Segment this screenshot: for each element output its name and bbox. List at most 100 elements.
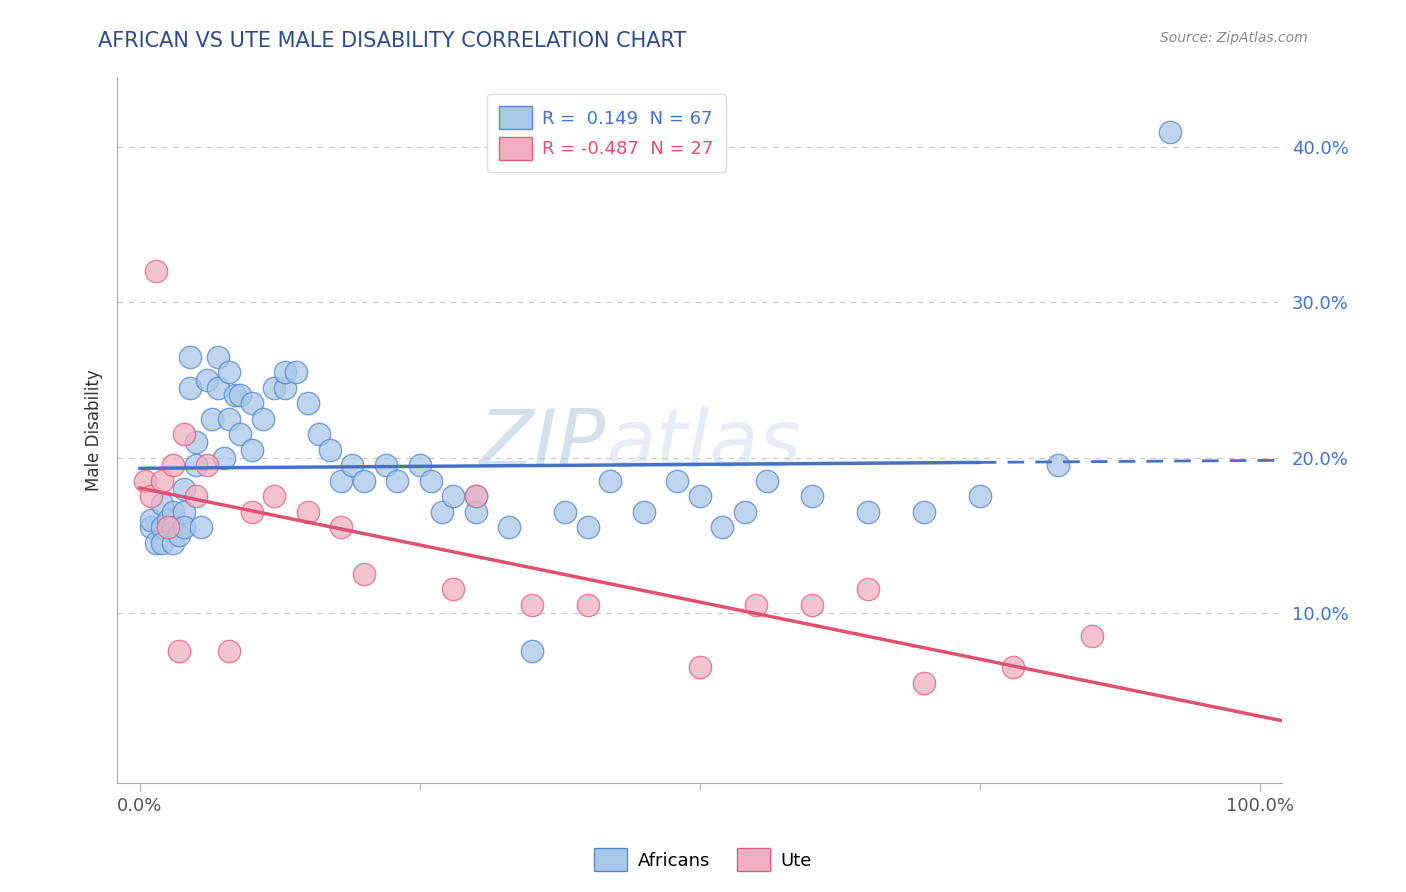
Point (139, 520, 162, 534)
Point (430, 505, 453, 519)
Point (744, 598, 766, 612)
Point (633, 505, 655, 519)
Legend: R =  0.149  N = 67, R = -0.487  N = 27: R = 0.149 N = 67, R = -0.487 N = 27 (486, 94, 727, 172)
Point (195, 458, 218, 473)
Point (252, 411, 274, 425)
Point (375, 458, 398, 473)
Point (689, 660, 711, 674)
Point (856, 505, 879, 519)
Point (1047, 458, 1070, 473)
Point (353, 474, 375, 488)
Point (240, 396, 263, 410)
Point (240, 505, 263, 519)
Point (441, 489, 464, 503)
Point (179, 381, 201, 395)
Text: atlas: atlas (606, 406, 801, 483)
Point (308, 427, 330, 442)
Point (274, 381, 297, 395)
Point (464, 489, 486, 503)
Text: Source: ZipAtlas.com: Source: ZipAtlas.com (1160, 31, 1308, 45)
Point (1159, 125, 1181, 139)
Point (441, 582, 464, 597)
Point (150, 520, 173, 534)
Point (912, 505, 935, 519)
Point (207, 350, 229, 364)
Point (576, 598, 599, 612)
Point (167, 528, 190, 542)
Point (263, 489, 285, 503)
Point (190, 520, 212, 534)
Point (207, 381, 229, 395)
Point (755, 474, 778, 488)
Point (419, 474, 441, 488)
Point (224, 388, 246, 402)
Point (145, 536, 167, 550)
Point (184, 489, 207, 503)
Point (498, 520, 520, 534)
Point (218, 644, 240, 658)
Point (139, 513, 162, 527)
Point (297, 505, 319, 519)
Point (330, 474, 353, 488)
Point (330, 520, 353, 534)
Point (342, 458, 364, 473)
Point (464, 489, 486, 503)
Point (856, 582, 879, 597)
Point (599, 474, 621, 488)
Point (240, 442, 263, 457)
Point (162, 458, 184, 473)
Point (150, 536, 173, 550)
Point (162, 536, 184, 550)
Point (218, 365, 240, 379)
Point (554, 505, 576, 519)
Point (912, 675, 935, 690)
Point (734, 505, 756, 519)
Point (297, 396, 319, 410)
Point (800, 598, 823, 612)
Point (520, 644, 543, 658)
Text: ZIP: ZIP (479, 406, 606, 483)
Point (184, 435, 207, 450)
Point (711, 520, 734, 534)
Point (218, 411, 240, 425)
Point (285, 365, 308, 379)
Point (179, 350, 201, 364)
Point (167, 644, 190, 658)
Point (162, 505, 184, 519)
Point (145, 264, 167, 278)
Point (408, 458, 430, 473)
Point (150, 497, 173, 511)
Point (134, 474, 156, 488)
Point (274, 365, 297, 379)
Point (576, 520, 599, 534)
Point (969, 489, 991, 503)
Point (201, 411, 224, 425)
Point (666, 474, 689, 488)
Point (229, 388, 252, 402)
Point (162, 520, 184, 534)
Point (263, 381, 285, 395)
Point (184, 458, 207, 473)
Point (173, 482, 195, 496)
Y-axis label: Male Disability: Male Disability (86, 369, 103, 491)
Point (229, 427, 252, 442)
Point (689, 489, 711, 503)
Point (173, 505, 195, 519)
Point (156, 513, 179, 527)
Point (139, 489, 162, 503)
Point (212, 450, 235, 465)
Point (173, 520, 195, 534)
Text: AFRICAN VS UTE MALE DISABILITY CORRELATION CHART: AFRICAN VS UTE MALE DISABILITY CORRELATI… (98, 31, 686, 51)
Point (195, 373, 218, 387)
Point (319, 442, 342, 457)
Point (1081, 629, 1104, 643)
Legend: Africans, Ute: Africans, Ute (588, 841, 818, 879)
Point (387, 474, 409, 488)
Point (1002, 660, 1025, 674)
Point (156, 520, 179, 534)
Point (150, 474, 173, 488)
Point (173, 427, 195, 442)
Point (464, 505, 486, 519)
Point (520, 598, 543, 612)
Point (800, 489, 823, 503)
